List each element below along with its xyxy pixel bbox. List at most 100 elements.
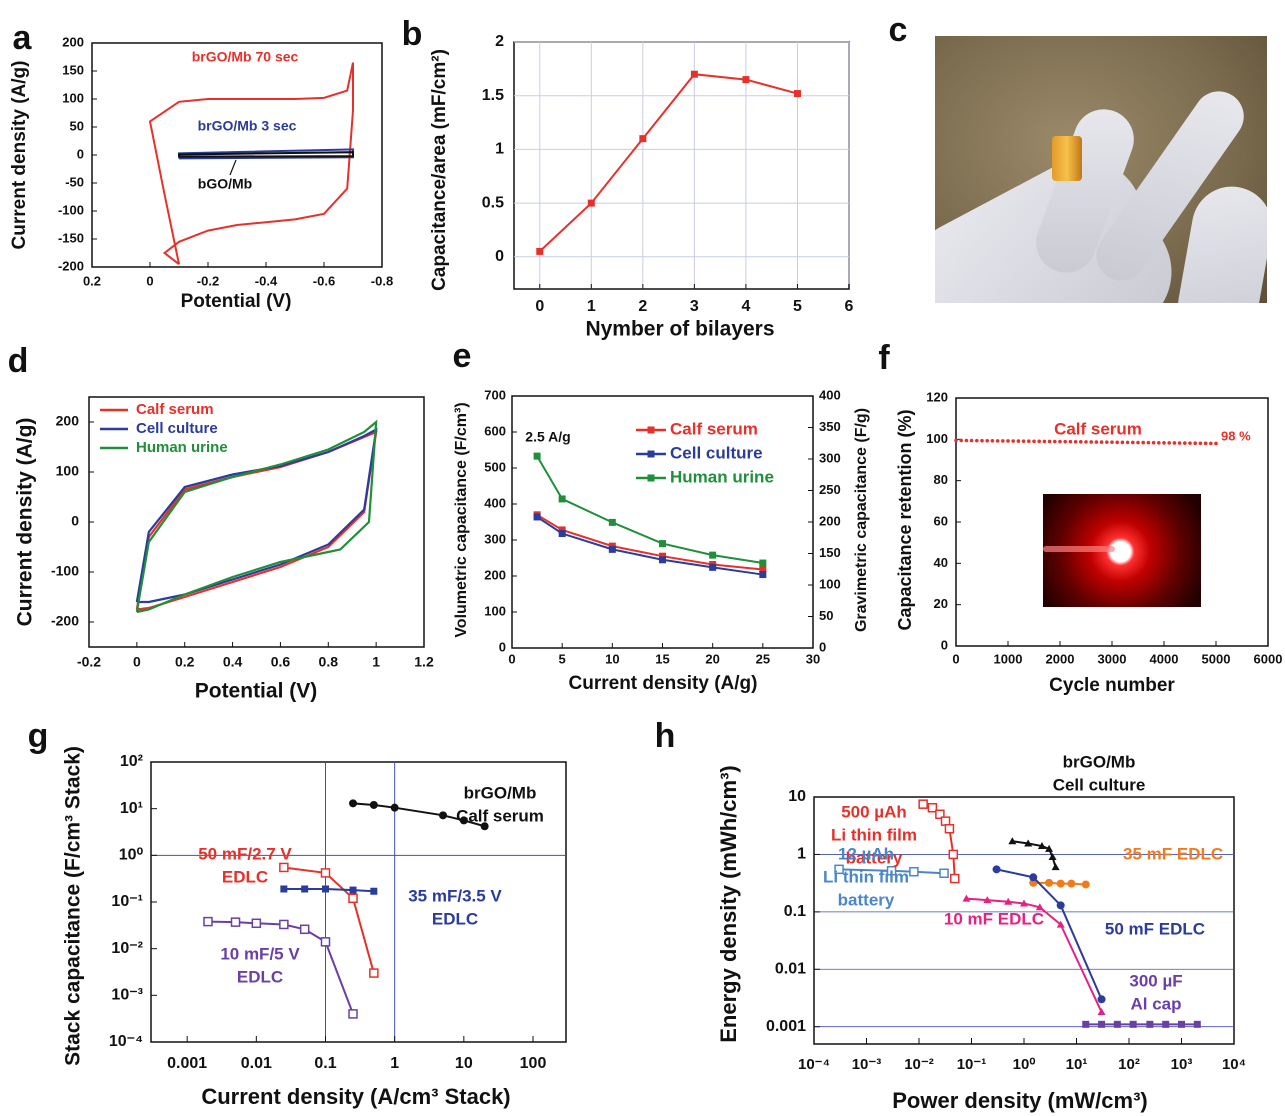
pointer-line-a [229, 159, 237, 176]
data-point-h [940, 816, 951, 826]
x-tick-label-d: 1 [372, 654, 380, 670]
data-point-e [608, 518, 616, 526]
data-point-f [975, 438, 979, 443]
panel-label-c: c [889, 11, 908, 49]
x-tick-label-e: 15 [655, 651, 669, 666]
data-point-h [935, 809, 945, 820]
data-point-h [1193, 1020, 1201, 1028]
data-point-b [587, 199, 595, 207]
data-point-f [1042, 439, 1047, 444]
data-point-g [320, 868, 331, 878]
x-tick-label-a: 0.2 [83, 273, 101, 288]
x-axis-label-b: Nymber of bilayers [585, 318, 774, 341]
data-point-f [1120, 440, 1125, 445]
data-point-g [348, 1009, 358, 1019]
data-point-g [439, 811, 448, 820]
data-point-f [1021, 439, 1026, 443]
series-label-h-1-1: brGO/Mb [1063, 752, 1136, 771]
y-tick-label-b: 2 [495, 33, 504, 50]
y-tick-label-h: 1 [797, 846, 806, 863]
y2-tick-label-e: 350 [819, 419, 841, 434]
x-axis-label-g: Current density (A/cm³ Stack) [201, 1084, 510, 1109]
line-series-e-2 [536, 455, 763, 565]
x-tick-label-f: 4000 [1150, 651, 1179, 666]
data-point-h [1067, 879, 1076, 888]
data-point-b [639, 135, 647, 143]
x-tick-label-b: 2 [638, 298, 647, 315]
x-tick-label-h: 10² [1118, 1056, 1140, 1073]
data-point-e [709, 551, 717, 559]
series-label-g-0-1: brGO/Mb [464, 783, 537, 802]
y-tick-label-e: 400 [484, 495, 506, 510]
data-point-h [1037, 842, 1046, 850]
y-tick-label-g: 10⁻³ [111, 987, 143, 1004]
data-point-g [299, 924, 310, 935]
x-tick-label-b: 6 [845, 298, 854, 315]
x-tick-label-b: 3 [690, 298, 699, 315]
y-tick-label-g: 10⁻² [111, 940, 143, 957]
data-point-f [1006, 439, 1010, 443]
data-point-f [1089, 440, 1093, 444]
panel-label-h: h [655, 717, 676, 755]
x-tick-label-h: 10⁻¹ [957, 1056, 987, 1073]
data-point-h [1178, 1020, 1185, 1028]
y2-tick-label-e: 150 [819, 545, 841, 560]
x-tick-label-f: 6000 [1254, 651, 1283, 666]
data-point-f [1209, 441, 1213, 446]
y-tick-label-a: 0 [77, 146, 84, 161]
x-tick-label-b: 5 [793, 298, 802, 315]
data-point-g [369, 968, 379, 978]
y-tick-label-b: 0 [495, 248, 504, 265]
x-tick-label-d: 0.6 [271, 654, 291, 670]
data-point-h [1024, 839, 1033, 847]
data-point-h [1082, 1020, 1090, 1028]
panel-label-g: g [28, 717, 49, 755]
y-tick-label-g: 10⁻¹ [111, 893, 143, 910]
data-point-e [659, 556, 666, 564]
series-label-g-2-1: 35 mF/3.5 V [408, 886, 502, 905]
data-point-f [969, 438, 974, 443]
data-point-b [793, 90, 801, 98]
y-tick-label-e: 500 [484, 459, 506, 474]
data-point-h [1146, 1020, 1154, 1028]
series-label-h-2-3: battery [838, 890, 895, 909]
x-axis-label-a: Potential (V) [181, 291, 292, 312]
y-tick-label-d: -100 [51, 563, 79, 579]
x-tick-label-a: -0.8 [371, 273, 393, 288]
data-point-f [1125, 440, 1130, 445]
x-tick-label-g: 100 [520, 1055, 547, 1072]
panel-label-e: e [453, 337, 472, 375]
data-point-f [1016, 439, 1021, 443]
data-point-h [886, 865, 897, 876]
y-tick-label-f: 0 [941, 637, 948, 652]
y-tick-label-a: -150 [58, 230, 84, 245]
data-point-f [1172, 441, 1177, 445]
data-point-h [1045, 844, 1054, 852]
data-point-h [962, 894, 971, 902]
data-point-f [1177, 441, 1182, 445]
cv-curve-d-0 [135, 430, 378, 611]
legend-label-d-0: Calf serum [136, 401, 214, 418]
data-point-h [918, 799, 928, 809]
line-series-h-2 [839, 868, 945, 875]
data-point-h [909, 866, 919, 877]
data-point-h [1056, 920, 1065, 928]
y-tick-label-h: 0.1 [784, 903, 806, 920]
data-point-g [301, 885, 309, 893]
y2-tick-label-e: 0 [819, 639, 826, 654]
data-point-f [990, 439, 995, 443]
data-point-h [992, 865, 1001, 874]
x-tick-label-f: 1000 [994, 651, 1023, 666]
y2-axis-label-e: Gravimetric capacitance (F/g) [853, 408, 870, 632]
panel-label-f: f [878, 339, 890, 377]
data-point-h [1045, 878, 1054, 887]
data-point-f [1011, 439, 1015, 443]
data-point-h [1048, 853, 1057, 861]
x-tick-label-d: 0.4 [223, 654, 243, 670]
x-tick-label-d: 1.2 [414, 654, 434, 670]
y-axis-label-a: Current density (A/g) [9, 61, 30, 250]
data-point-f [1079, 440, 1083, 444]
x-tick-label-h: 10⁻⁴ [798, 1056, 830, 1073]
series-label-g-0-2: Calf serum [456, 806, 544, 825]
line-series-e-0 [536, 513, 763, 571]
